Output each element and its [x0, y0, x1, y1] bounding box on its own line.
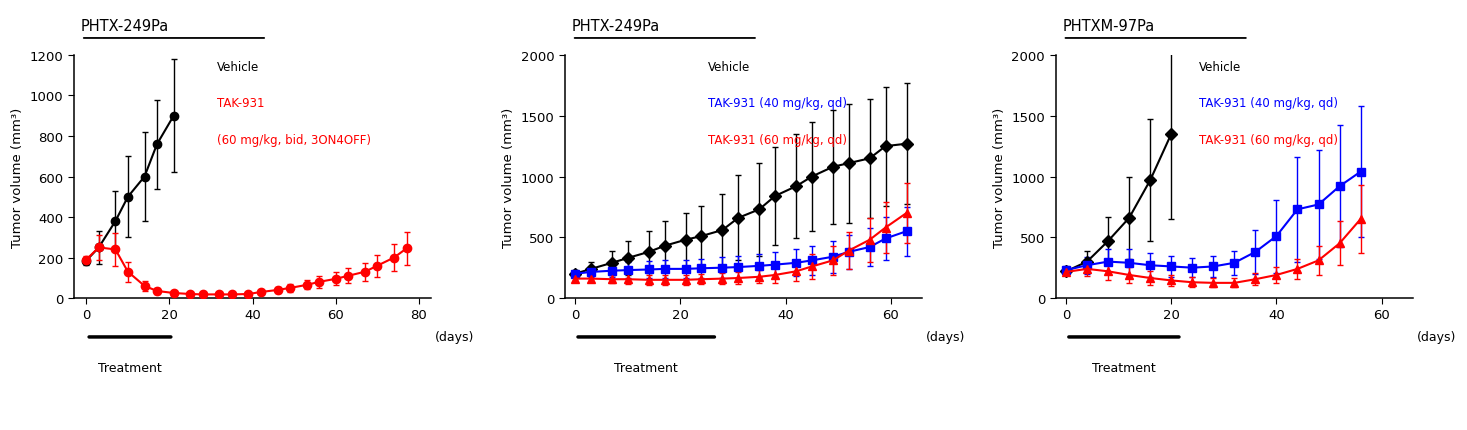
Text: TAK-931: TAK-931 [217, 97, 264, 110]
Text: Treatment: Treatment [1091, 361, 1156, 375]
Text: PHTXM-97Pa: PHTXM-97Pa [1062, 19, 1155, 34]
Text: (days): (days) [1417, 331, 1457, 344]
Y-axis label: Tumor volume (mm³): Tumor volume (mm³) [502, 107, 515, 247]
Text: Vehicle: Vehicle [707, 61, 750, 74]
Text: Vehicle: Vehicle [217, 61, 260, 74]
Text: TAK-931 (60 mg/kg, qd): TAK-931 (60 mg/kg, qd) [707, 133, 846, 147]
Text: Treatment: Treatment [98, 361, 161, 375]
Text: PHTX-249Pa: PHTX-249Pa [81, 19, 169, 34]
Text: (60 mg/kg, bid, 3ON4OFF): (60 mg/kg, bid, 3ON4OFF) [217, 133, 371, 147]
Text: TAK-931 (40 mg/kg, qd): TAK-931 (40 mg/kg, qd) [1199, 97, 1338, 110]
Text: PHTX-249Pa: PHTX-249Pa [572, 19, 660, 34]
Text: Vehicle: Vehicle [1199, 61, 1241, 74]
Text: (days): (days) [926, 331, 965, 344]
Text: TAK-931 (40 mg/kg, qd): TAK-931 (40 mg/kg, qd) [707, 97, 846, 110]
Y-axis label: Tumor volume (mm³): Tumor volume (mm³) [12, 107, 23, 247]
Text: TAK-931 (60 mg/kg, qd): TAK-931 (60 mg/kg, qd) [1199, 133, 1338, 147]
Text: Treatment: Treatment [615, 361, 678, 375]
Y-axis label: Tumor volume (mm³): Tumor volume (mm³) [993, 107, 1006, 247]
Text: (days): (days) [436, 331, 474, 344]
